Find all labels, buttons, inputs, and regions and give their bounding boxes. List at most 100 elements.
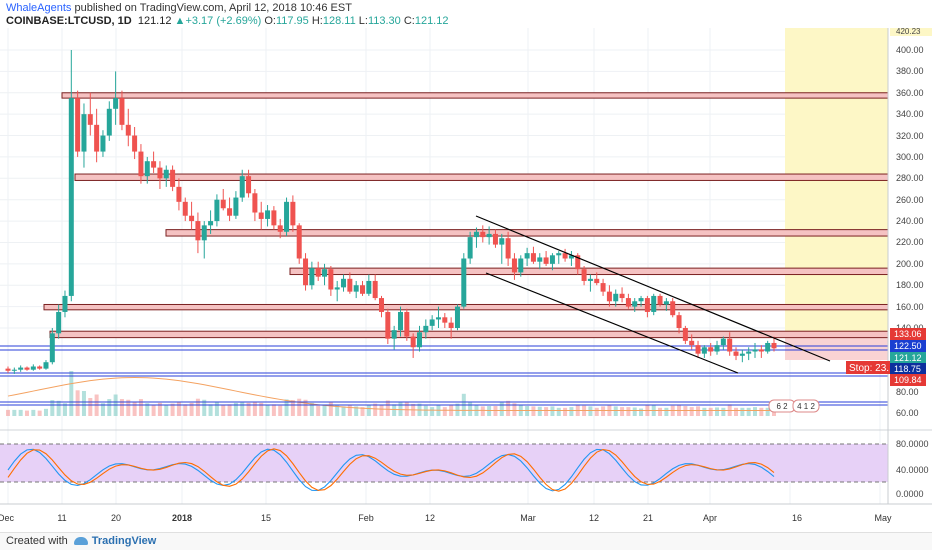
volume-bar [639, 408, 644, 416]
volume-bar [360, 407, 365, 416]
candles [5, 50, 777, 374]
resistance-zone [165, 229, 889, 237]
volume-bar [347, 405, 352, 416]
volume-bar [468, 401, 473, 416]
price-tick-label: 160.00 [896, 302, 924, 312]
time-tick-label: 21 [643, 513, 653, 523]
candle-body [144, 161, 150, 177]
volume-bar [442, 407, 447, 416]
volume-bar [404, 401, 409, 416]
time-tick-label: 15 [261, 513, 271, 523]
price-tick-label: 300.00 [896, 152, 924, 162]
candle-body [125, 124, 131, 136]
low-label: L: [358, 15, 368, 27]
high-label: H: [311, 15, 323, 27]
candle-body [613, 293, 619, 302]
close-label: C: [403, 15, 415, 27]
moving-average-line [7, 376, 774, 411]
volume-bar [588, 406, 593, 416]
volume-bar [246, 402, 251, 416]
publish-line: WhaleAgents published on TradingView.com… [6, 2, 352, 14]
candle-body [43, 362, 49, 369]
volume-bar [531, 406, 536, 416]
volume-bar [721, 407, 726, 416]
candle-body [524, 253, 530, 259]
volume-bar [658, 407, 663, 416]
candle-body [341, 278, 347, 288]
candle-body [473, 231, 479, 238]
channel-lower-line [485, 272, 739, 374]
price-label-text: 133.06 [894, 329, 922, 339]
candle-body [530, 253, 536, 262]
candle-body [170, 169, 176, 187]
volume-bar [6, 409, 10, 416]
volume-bar [151, 405, 156, 416]
candle-body [372, 280, 378, 299]
volume-bar [734, 407, 739, 416]
candle-body [360, 285, 366, 294]
candle-body [733, 351, 739, 356]
candle-body [24, 367, 30, 370]
candle-body [435, 317, 441, 320]
volume-bar [702, 407, 707, 416]
stop-label-box [846, 361, 890, 374]
volume-bar [50, 400, 55, 416]
candle-body [75, 98, 81, 152]
volume-bar [126, 399, 131, 416]
candle-body [714, 345, 720, 352]
volume-bar [259, 402, 264, 416]
candle-body [606, 291, 612, 302]
candle-body [657, 295, 663, 305]
price-label-box [890, 340, 926, 352]
axis-top-label: 420.23 [896, 28, 921, 36]
open-value: 117.95 [275, 15, 309, 27]
candle-body [543, 257, 549, 264]
grid [0, 28, 888, 504]
channel-upper-line [475, 215, 831, 362]
candle-body [258, 212, 264, 219]
price-tick-label: 280.00 [896, 173, 924, 183]
event-marker-text: 4 1 2 [797, 402, 815, 411]
candle-body [651, 295, 657, 312]
candle-body [284, 201, 290, 232]
volume-bar [373, 403, 378, 416]
volume-bar [525, 406, 530, 416]
candle-body [49, 333, 55, 363]
candle-body [708, 347, 714, 352]
candle-body [334, 287, 340, 290]
candle-body [486, 233, 492, 238]
volume-bar [696, 406, 701, 416]
price-tick-label: 200.00 [896, 259, 924, 269]
volume-bar [233, 402, 238, 416]
candle-body [739, 353, 745, 356]
tradingview-brand[interactable]: TradingView [91, 535, 157, 547]
volume-bar [157, 402, 162, 416]
candle-body [467, 237, 473, 259]
axis-top-highlight [890, 28, 932, 36]
candle-body [562, 253, 568, 259]
candle-body [454, 306, 460, 328]
symbol-line: COINBASE:LTCUSD, 1D 121.12 ▲+3.17 (+2.69… [6, 15, 448, 27]
price-tick-label: 60.00 [896, 408, 919, 418]
price-chart[interactable]: 80.0000 40.0000 0.0000 420.23 400.00 380.00 3… [0, 28, 932, 532]
time-tick-label: 20 [111, 513, 121, 523]
candle-body [81, 114, 87, 152]
volume-bar [56, 400, 61, 416]
candle-body [480, 231, 486, 238]
volume-bar [75, 390, 80, 416]
candle-body [518, 258, 524, 273]
high-value: 128.11 [322, 15, 356, 27]
price-label-box [890, 363, 926, 375]
volume-bar [385, 400, 390, 416]
candle-body [233, 197, 239, 216]
volume-bar [341, 406, 346, 416]
candle-body [638, 298, 644, 302]
volume-bar [689, 407, 694, 416]
volume-bar [499, 402, 504, 416]
volume-bar [138, 399, 143, 416]
candle-body [328, 269, 334, 290]
volume-bar [379, 405, 384, 416]
volume-bar [335, 405, 340, 416]
author-link[interactable]: WhaleAgents [6, 2, 72, 14]
candle-body [201, 225, 207, 241]
